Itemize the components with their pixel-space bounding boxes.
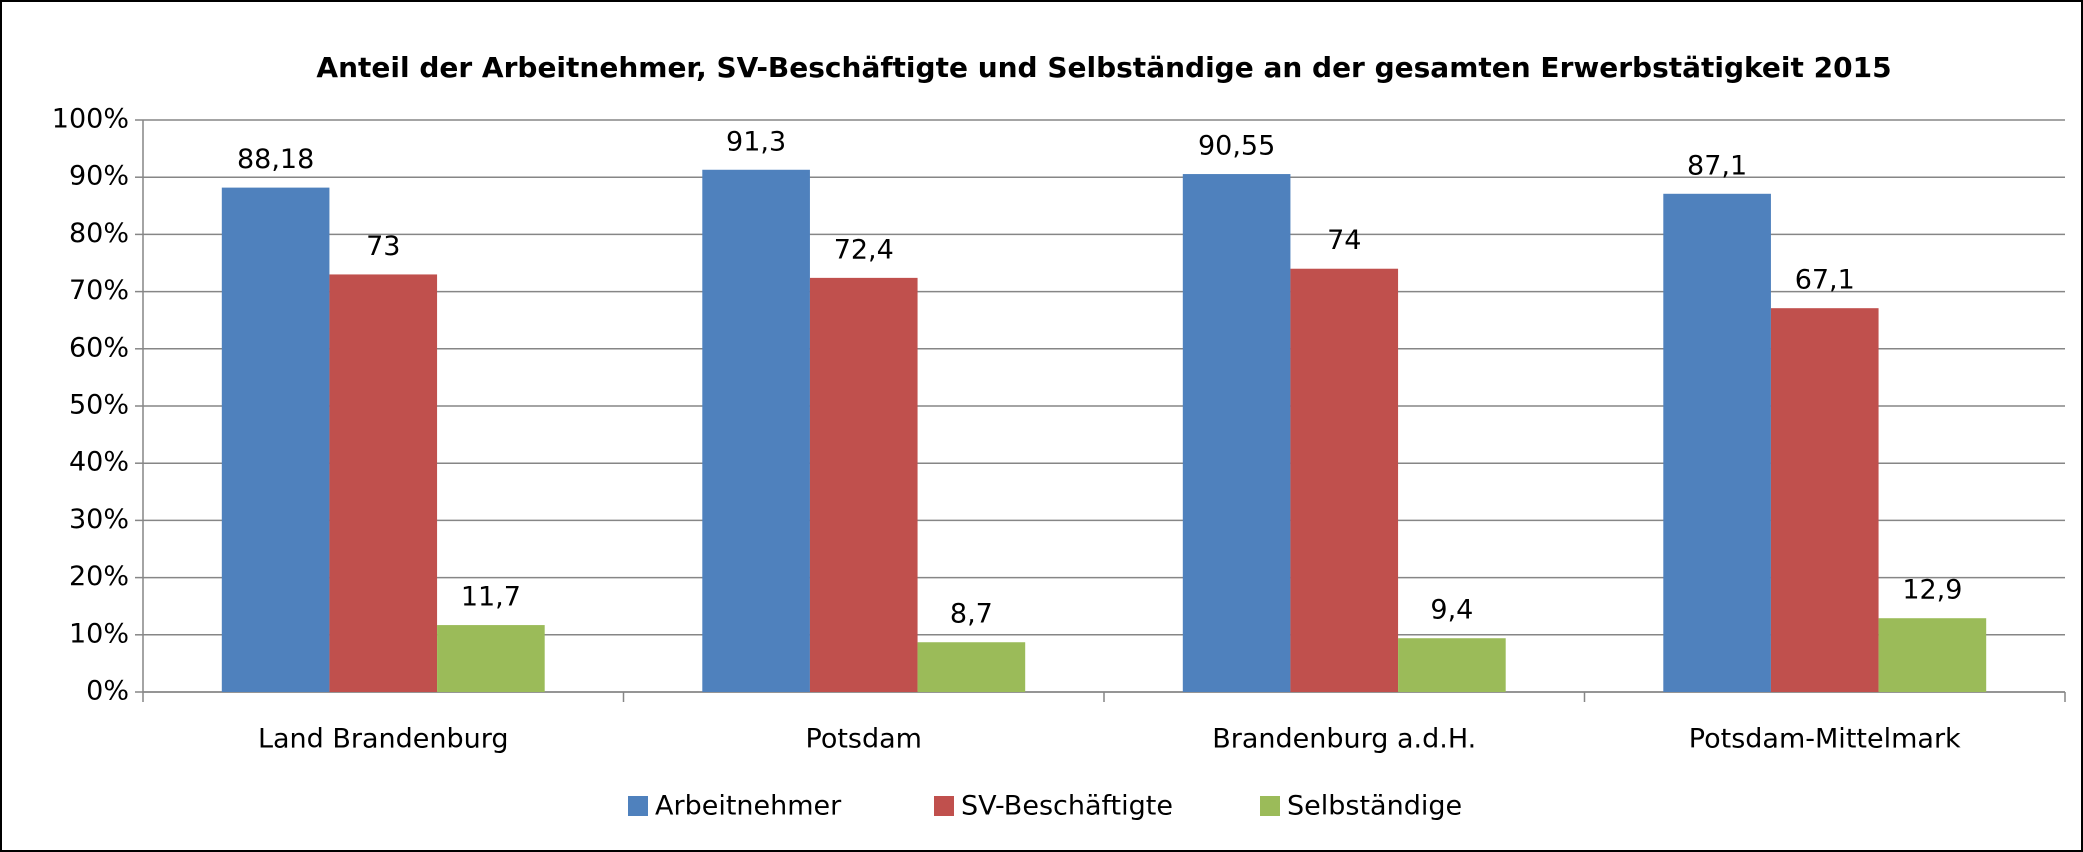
chart-title: Anteil der Arbeitnehmer, SV-Beschäftigte… bbox=[316, 51, 1891, 84]
bar bbox=[1182, 174, 1291, 692]
bar bbox=[1770, 308, 1879, 692]
y-tick-label: 100% bbox=[52, 104, 129, 135]
data-label: 72,4 bbox=[834, 234, 894, 265]
bar bbox=[1290, 268, 1399, 692]
bar bbox=[809, 277, 918, 692]
legend-label: Arbeitnehmer bbox=[655, 791, 842, 822]
legend-swatch bbox=[628, 796, 648, 816]
data-label: 91,3 bbox=[726, 126, 786, 157]
bar bbox=[917, 642, 1026, 692]
y-tick-label: 60% bbox=[69, 332, 129, 363]
bar bbox=[1878, 618, 1987, 692]
data-label: 9,4 bbox=[1430, 595, 1473, 626]
legend-label: Selbständige bbox=[1287, 791, 1462, 822]
y-tick-label: 20% bbox=[69, 561, 129, 592]
bar bbox=[329, 274, 438, 692]
y-tick-label: 40% bbox=[69, 447, 129, 478]
data-label: 87,1 bbox=[1687, 150, 1747, 181]
data-label: 88,18 bbox=[237, 144, 314, 175]
legend-label: SV-Beschäftigte bbox=[961, 791, 1173, 822]
x-tick-label: Land Brandenburg bbox=[258, 724, 509, 755]
y-tick-label: 70% bbox=[69, 275, 129, 306]
legend-swatch bbox=[1260, 796, 1280, 816]
bar bbox=[1398, 638, 1506, 692]
bar bbox=[437, 625, 545, 692]
y-tick-label: 10% bbox=[69, 618, 129, 649]
data-label: 74 bbox=[1327, 225, 1361, 256]
y-tick-label: 90% bbox=[69, 161, 129, 192]
x-tick-label: Potsdam bbox=[806, 724, 922, 755]
y-tick-label: 30% bbox=[69, 504, 129, 535]
data-label: 12,9 bbox=[1902, 575, 1962, 606]
bar bbox=[221, 187, 330, 692]
data-label: 73 bbox=[366, 231, 400, 262]
data-label: 8,7 bbox=[950, 599, 993, 630]
y-tick-label: 50% bbox=[69, 390, 129, 421]
data-label: 90,55 bbox=[1198, 131, 1275, 162]
bar bbox=[1663, 193, 1771, 692]
data-label: 67,1 bbox=[1795, 265, 1855, 296]
y-tick-label: 80% bbox=[69, 218, 129, 249]
x-tick-label: Potsdam-Mittelmark bbox=[1689, 724, 1961, 755]
y-tick-label: 0% bbox=[86, 676, 129, 707]
bar bbox=[702, 169, 810, 692]
x-tick-label: Brandenburg a.d.H. bbox=[1212, 724, 1476, 755]
data-label: 11,7 bbox=[461, 582, 521, 613]
legend-swatch bbox=[934, 796, 954, 816]
